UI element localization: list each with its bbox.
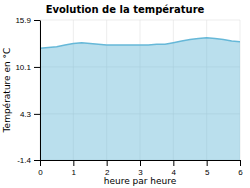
tick-label: 1: [72, 168, 77, 177]
tick-mark: [140, 160, 141, 166]
tick: 3: [138, 160, 143, 177]
x-axis: 0 1 2 3 4 5 6: [38, 160, 243, 177]
tick-mark: [240, 160, 241, 166]
tick: 4: [172, 160, 177, 177]
tick-label: 10.1: [15, 63, 31, 72]
tick: 0: [38, 160, 43, 177]
tick: 1: [72, 160, 77, 177]
tick: 4.3: [20, 110, 40, 119]
x-axis-title: heure par heure: [104, 176, 177, 186]
tick-label: 15.9: [15, 16, 31, 25]
tick-mark: [34, 160, 40, 161]
y-axis: -1.4 4.3 10.1 15.9: [15, 16, 40, 165]
tick-label: 6: [238, 168, 243, 177]
tick: 10.1: [15, 63, 40, 72]
line: [40, 38, 240, 49]
tick-label: 5: [205, 168, 210, 177]
tick-label: -1.4: [17, 156, 31, 165]
tick: 15.9: [15, 16, 40, 25]
title: Evolution de la température: [46, 4, 205, 15]
tick-mark: [34, 20, 40, 21]
tick: 6: [238, 160, 243, 177]
marks: [40, 38, 240, 160]
grid: [40, 20, 240, 160]
area: [40, 38, 240, 160]
axis-line: [40, 21, 41, 161]
tick-mark: [207, 160, 208, 166]
chart: 0 1 2 3 4 5 6 -1.4 4.3 10.1 15.9 Evolution de la te…: [0, 0, 250, 188]
plot: 0 1 2 3 4 5 6 -1.4 4.3 10.1 15.9: [15, 16, 243, 177]
tick: -1.4: [17, 156, 40, 165]
tick-label: 0: [38, 168, 43, 177]
tick-mark: [73, 160, 74, 166]
tick-mark: [34, 114, 40, 115]
grid-line: [40, 20, 41, 160]
tick-mark: [40, 160, 41, 166]
tick: 2: [105, 160, 110, 177]
y-axis-title: Température en °C: [2, 48, 12, 134]
tick-mark: [173, 160, 174, 166]
tick: 5: [205, 160, 210, 177]
tick-mark: [107, 160, 108, 166]
tick-label: 4.3: [20, 110, 32, 119]
tick-mark: [34, 67, 40, 68]
